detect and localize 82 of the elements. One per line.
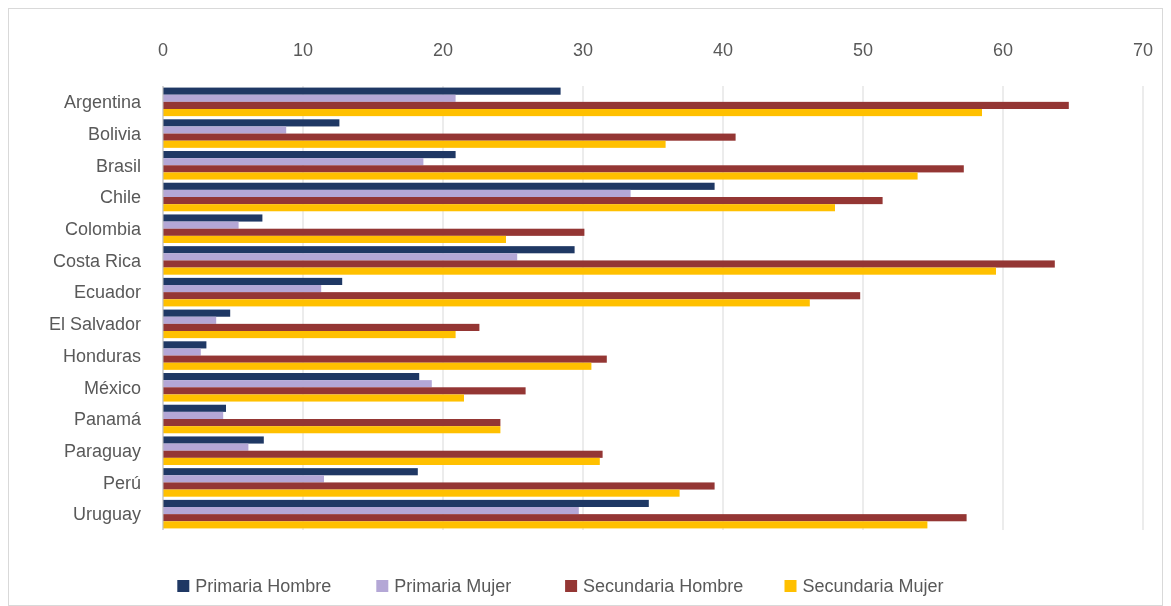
bar: [163, 94, 456, 102]
bar: [163, 126, 287, 134]
bar: [163, 355, 607, 363]
x-tick-label: 0: [157, 40, 169, 60]
bar: [163, 387, 526, 395]
bar: [163, 373, 420, 381]
bar: [163, 341, 207, 349]
bar: [163, 253, 518, 261]
bar: [163, 197, 883, 205]
x-tick-label: 10: [292, 40, 314, 60]
bar: [163, 87, 561, 95]
x-tick-label: 60: [992, 40, 1014, 60]
x-tick-label: 20: [432, 40, 454, 60]
y-tick-label: Chile: [99, 187, 141, 208]
bar: [163, 499, 649, 508]
bar: [163, 489, 680, 497]
bar: [163, 277, 343, 286]
bar: [163, 172, 918, 180]
bar: [163, 468, 418, 476]
bar: [163, 214, 263, 222]
bar: [163, 419, 501, 427]
bar: [163, 404, 226, 412]
x-tick-label: 30: [572, 40, 594, 60]
bar: [163, 475, 324, 483]
bar: [163, 133, 736, 141]
y-tick-label: Panamá: [73, 409, 142, 430]
bar: [163, 482, 715, 490]
bar: [163, 394, 464, 402]
bar: [163, 436, 264, 444]
legend-label: Secundaria Hombre: [583, 576, 744, 597]
y-tick-label: Honduras: [62, 345, 141, 366]
y-tick-label: México: [83, 377, 141, 398]
bar: [163, 411, 224, 419]
bar: [163, 119, 340, 127]
bar: [163, 457, 600, 465]
bar: [163, 101, 1069, 109]
y-tick-label: Uruguay: [72, 504, 141, 525]
bar: [163, 235, 506, 243]
bar: [163, 182, 715, 190]
y-tick-label: Brasil: [95, 155, 141, 176]
bar: [163, 507, 579, 515]
bar: [163, 260, 1055, 268]
bar: [163, 323, 480, 331]
bar: [163, 299, 810, 307]
bar: [163, 267, 996, 275]
bar: [163, 108, 982, 117]
y-tick-label: Costa Rica: [52, 250, 142, 271]
bar: [163, 362, 592, 370]
legend-label: Secundaria Mujer: [802, 576, 944, 597]
bar: [163, 443, 249, 451]
y-tick-label: Perú: [102, 472, 141, 493]
bar: [163, 165, 964, 173]
bar: [163, 204, 835, 212]
legend-label: Primaria Mujer: [394, 576, 512, 597]
bar: [163, 309, 231, 317]
bar: [163, 426, 501, 434]
x-tick-label: 50: [852, 40, 874, 60]
y-tick-label: Argentina: [63, 92, 142, 113]
bar: [163, 292, 861, 300]
y-tick-label: Paraguay: [63, 441, 141, 462]
bar: [163, 151, 456, 159]
y-tick-label: El Salvador: [48, 314, 141, 335]
bar: [163, 316, 217, 324]
bar: [163, 228, 585, 236]
x-tick-label: 70: [1132, 40, 1154, 60]
bar: [163, 348, 201, 356]
bar: [163, 189, 631, 197]
bar: [163, 158, 424, 166]
bar: [163, 221, 239, 229]
legend-label: Primaria Hombre: [195, 576, 332, 597]
y-tick-label: Colombia: [64, 219, 142, 240]
bar: [163, 330, 456, 339]
bar: [163, 380, 432, 388]
bar: [163, 450, 603, 458]
y-tick-label: Ecuador: [73, 282, 141, 303]
bar: [163, 246, 575, 254]
bar: [163, 521, 928, 529]
bar: [163, 140, 666, 148]
x-tick-label: 40: [712, 40, 734, 60]
bar: [163, 514, 967, 522]
y-tick-label: Bolivia: [87, 123, 142, 144]
bar: [163, 285, 322, 293]
